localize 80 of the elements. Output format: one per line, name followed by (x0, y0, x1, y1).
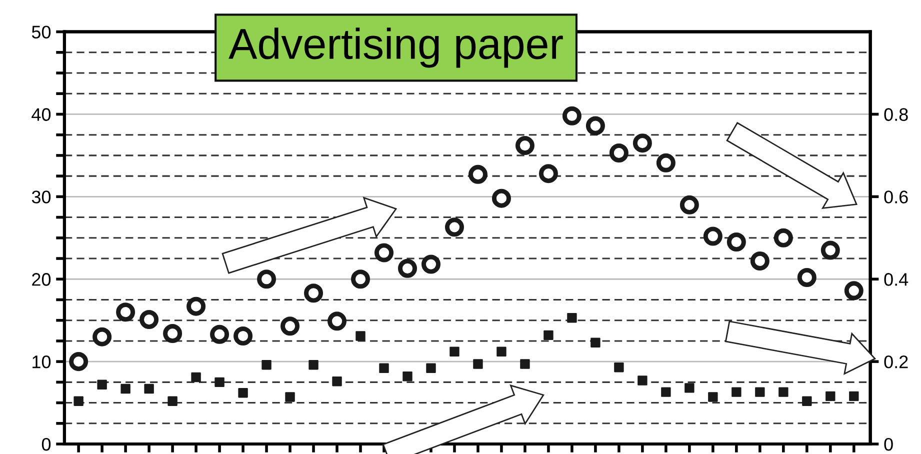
point (661, 387, 671, 397)
point (844, 281, 864, 300)
point (515, 136, 534, 156)
point (684, 383, 694, 393)
point (632, 134, 652, 153)
point (74, 396, 84, 406)
point (69, 352, 88, 372)
point (820, 240, 840, 260)
point (374, 243, 394, 262)
point (426, 363, 436, 374)
point (398, 258, 418, 278)
point (567, 313, 577, 323)
point (350, 270, 370, 289)
point (238, 388, 248, 398)
point (304, 284, 324, 303)
y2-tick-label: 0.8 (884, 108, 908, 121)
point (444, 218, 464, 237)
point (120, 384, 130, 394)
point (210, 324, 230, 344)
point (402, 372, 412, 382)
point (214, 377, 224, 388)
point (257, 270, 276, 289)
y2-tick-label: 0.6 (884, 190, 908, 204)
point (285, 392, 295, 402)
point (328, 312, 347, 331)
y-tick-label: 0 (42, 438, 51, 451)
y2-tick-label: 0.2 (884, 356, 908, 368)
point (638, 376, 648, 386)
point (97, 380, 107, 390)
y-tick-label: 50 (32, 26, 51, 38)
point (544, 330, 554, 340)
point (332, 376, 342, 386)
point (492, 188, 511, 208)
y-tick-label: 30 (32, 190, 51, 204)
y2-tick-label: 0.4 (884, 273, 908, 286)
point (308, 360, 318, 370)
point (703, 226, 722, 246)
point (140, 310, 159, 330)
point (379, 363, 389, 374)
point (92, 327, 112, 346)
y-tick-label: 40 (32, 108, 51, 121)
point (797, 268, 816, 287)
point (186, 296, 206, 316)
point (144, 384, 154, 394)
point (468, 164, 488, 184)
point (732, 387, 742, 397)
point (496, 346, 506, 357)
point (656, 153, 676, 172)
point (680, 195, 699, 214)
point (778, 387, 788, 397)
point (280, 316, 300, 336)
point (849, 391, 859, 402)
point (191, 372, 201, 382)
point (538, 164, 558, 184)
point (586, 116, 605, 136)
point (562, 106, 582, 126)
point (356, 331, 366, 341)
point (116, 302, 136, 322)
point (234, 326, 253, 346)
y2-tick-label: 0 (884, 438, 893, 451)
point (826, 391, 836, 402)
point (520, 359, 530, 369)
point (450, 346, 460, 357)
point (774, 228, 793, 248)
point (802, 396, 812, 406)
annotation: Advertising paper (228, 28, 563, 68)
y-tick-label: 10 (32, 356, 51, 368)
point (614, 362, 624, 372)
point (726, 232, 746, 252)
point (609, 143, 628, 162)
point (708, 392, 718, 402)
y-tick-label: 20 (32, 273, 51, 286)
point (163, 324, 182, 344)
point (755, 387, 765, 397)
point (168, 396, 178, 406)
point (590, 338, 600, 348)
point (750, 251, 770, 270)
point (421, 254, 440, 274)
point (262, 360, 272, 370)
point (473, 359, 483, 369)
